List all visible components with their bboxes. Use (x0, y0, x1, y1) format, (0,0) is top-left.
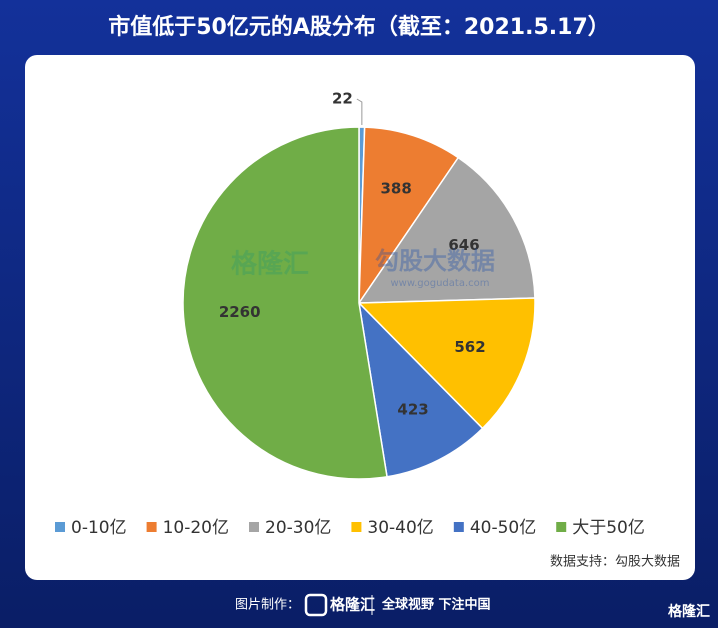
source: 数据支持：勾股大数据 (550, 555, 680, 570)
plot: 22 388 646 562 423 2260 (182, 90, 536, 480)
legend-label: 20-30亿 (265, 518, 331, 538)
legend-label: 大于50亿 (572, 518, 645, 538)
legend-swatch (249, 522, 259, 532)
watermark-partner: 勾股大数据 (375, 247, 495, 275)
pie-slice (357, 297, 536, 430)
data-label: 646 (448, 236, 479, 254)
pie-slice (358, 126, 460, 306)
footer-logo (304, 593, 328, 617)
watermark-brand: 格隆汇 (231, 249, 309, 280)
legend-swatch (55, 522, 65, 532)
pie-slice (357, 156, 536, 304)
legend-swatch (146, 522, 157, 532)
legend: 0-10亿 10-20亿 20-30亿 30-40亿 40-50亿 大于50亿 (55, 518, 645, 538)
pie-slice (357, 300, 484, 478)
footer-corner: 格隆汇 (668, 603, 710, 620)
legend-swatch (351, 522, 362, 532)
leader-line (356, 98, 363, 126)
legend-swatch (556, 522, 567, 532)
footer-made-by: 图片制作： (235, 598, 300, 613)
footer-slogan: 全球视野 下注中国 (381, 597, 491, 613)
data-label: 423 (397, 400, 428, 418)
legend-label: 30-40亿 (367, 518, 433, 538)
legend-label: 10-20亿 (163, 518, 229, 538)
data-label: 2260 (219, 303, 261, 321)
data-label: 22 (332, 90, 353, 108)
pie-slice (182, 126, 388, 480)
legend-swatch (453, 522, 464, 532)
chart-title: 市值低于50亿元的A股分布（截至：2021.5.17） (108, 14, 610, 40)
legend-label: 0-10亿 (71, 518, 127, 538)
watermark-url: www.gogudata.com (390, 278, 489, 289)
legend-label: 40-50亿 (470, 518, 536, 538)
watermark: 格隆汇 勾股大数据 www.gogudata.com (231, 247, 495, 289)
footer-brand: 格隆汇 (330, 596, 375, 614)
data-label: 388 (380, 180, 411, 198)
data-label: 562 (454, 338, 485, 356)
